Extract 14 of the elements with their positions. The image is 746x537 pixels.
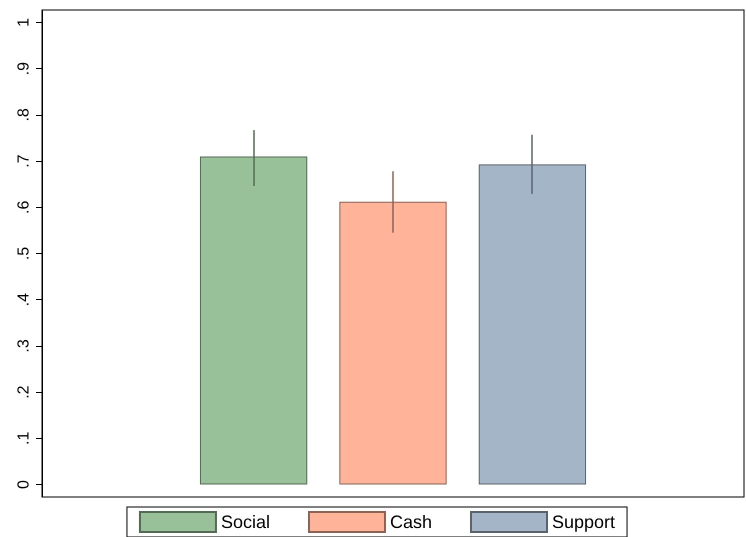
y-tick-label: .5 (16, 246, 32, 260)
y-tick-label: .1 (16, 432, 32, 445)
y-tick-label: 0 (16, 480, 32, 489)
legend-label: Support (552, 512, 616, 532)
y-tick-label: 1 (16, 18, 32, 27)
y-tick-label: .2 (16, 385, 32, 399)
legend-label: Social (220, 512, 270, 532)
y-tick-label: .4 (16, 292, 32, 306)
y-tick-label: .3 (16, 339, 32, 353)
y-tick-label: .7 (16, 154, 32, 168)
y-tick-label: .6 (16, 200, 32, 214)
y-tick-label: .9 (16, 62, 32, 76)
y-tick-label: .8 (16, 108, 32, 122)
legend-label: Cash (390, 512, 432, 532)
